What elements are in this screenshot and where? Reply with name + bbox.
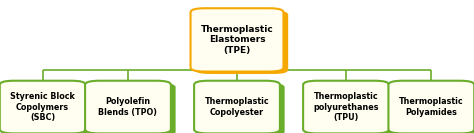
FancyBboxPatch shape [195, 11, 288, 74]
FancyBboxPatch shape [308, 83, 393, 133]
FancyBboxPatch shape [199, 83, 284, 133]
Text: Polyolefin
Blends (TPO): Polyolefin Blends (TPO) [99, 97, 157, 117]
FancyBboxPatch shape [194, 81, 280, 133]
FancyBboxPatch shape [393, 83, 474, 133]
Text: Thermoplastic
Elastomers
(TPE): Thermoplastic Elastomers (TPE) [201, 25, 273, 55]
FancyBboxPatch shape [0, 81, 85, 133]
Text: Thermoplastic
polyurethanes
(TPU): Thermoplastic polyurethanes (TPU) [313, 92, 379, 122]
FancyBboxPatch shape [388, 81, 474, 133]
Text: Styrenic Block
Copolymers
(SBC): Styrenic Block Copolymers (SBC) [10, 92, 75, 122]
FancyBboxPatch shape [85, 81, 171, 133]
FancyBboxPatch shape [191, 8, 283, 72]
Text: Thermoplastic
Copolyester: Thermoplastic Copolyester [205, 97, 269, 117]
FancyBboxPatch shape [90, 83, 175, 133]
Text: Thermoplastic
Polyamides: Thermoplastic Polyamides [399, 97, 464, 117]
FancyBboxPatch shape [303, 81, 389, 133]
FancyBboxPatch shape [4, 83, 90, 133]
